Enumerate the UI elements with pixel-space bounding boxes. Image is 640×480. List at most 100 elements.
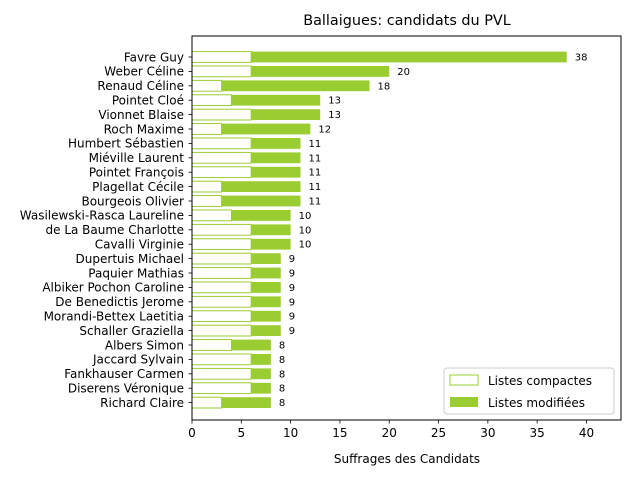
legend-label-listes-modifiees: Listes modifiées bbox=[488, 396, 585, 410]
value-label-de-benedictis-jerome: 9 bbox=[289, 297, 295, 308]
bar-modifiees-mieville-laurent bbox=[251, 152, 301, 164]
y-tick-label-roch-maxime: Roch Maxime bbox=[104, 122, 184, 136]
bar-compactes-morandi-bettex-laetitia bbox=[191, 310, 252, 323]
y-tick-label-weber-celine: Weber Céline bbox=[104, 65, 184, 79]
bar-modifiees-bourgeois-olivier bbox=[221, 195, 301, 207]
y-tick-label-bourgeois-olivier: Bourgeois Olivier bbox=[81, 194, 184, 208]
y-tick-label-albers-simon: Albers Simon bbox=[105, 338, 184, 352]
bar-compactes-fankhauser-carmen bbox=[191, 367, 252, 380]
y-tick-label-richard-claire: Richard Claire bbox=[100, 396, 184, 410]
bar-modifiees-fankhauser-carmen bbox=[251, 368, 271, 380]
value-label-de-la-baume-charlotte: 10 bbox=[299, 225, 312, 236]
y-tick-label-jaccard-sylvain: Jaccard Sylvain bbox=[92, 353, 184, 367]
bar-compactes-albiker-pochon-caroline bbox=[191, 281, 252, 294]
bar-modifiees-humbert-sebastien bbox=[251, 138, 301, 149]
y-tick-label-paquier-mathias: Paquier Mathias bbox=[88, 266, 184, 280]
plot-frame bbox=[191, 35, 622, 421]
bar-modifiees-de-benedictis-jerome bbox=[251, 296, 281, 308]
value-label-vionnet-blaise: 13 bbox=[328, 110, 341, 121]
y-tick-label-humbert-sebastien: Humbert Sébastien bbox=[68, 137, 184, 151]
bar-compactes-pointet-francois bbox=[191, 166, 252, 179]
bar-modifiees-plagellat-cecile bbox=[221, 181, 301, 192]
value-label-pointet-cloe: 13 bbox=[328, 96, 341, 107]
x-axis: 0 5 10 15 20 25 30 35 40 bbox=[188, 420, 594, 440]
x-tick-label-0: 0 bbox=[188, 426, 196, 440]
bar-compactes-vionnet-blaise bbox=[191, 108, 252, 121]
bar-modifiees-cavalli-virginie bbox=[251, 238, 291, 250]
y-tick-label-mieville-laurent: Miéville Laurent bbox=[89, 151, 185, 165]
x-tick-label-10: 10 bbox=[283, 426, 298, 440]
bar-modifiees-vionnet-blaise bbox=[251, 109, 321, 120]
bar-compactes-paquier-mathias bbox=[191, 267, 252, 279]
bar-compactes-wasilewski-rasca-laureline bbox=[191, 209, 232, 222]
value-label-humbert-sebastien: 11 bbox=[308, 139, 321, 150]
legend-swatch-listes-modifiees bbox=[450, 397, 478, 407]
bar-compactes-jaccard-sylvain bbox=[191, 353, 252, 366]
bar-modifiees-morandi-bettex-laetitia bbox=[251, 310, 281, 322]
bar-compactes-richard-claire bbox=[191, 396, 223, 409]
bar-compactes-plagellat-cecile bbox=[191, 180, 223, 193]
bar-modifiees-renaud-celine bbox=[221, 80, 370, 92]
y-tick-label-de-benedictis-jerome: De Benedictis Jerome bbox=[55, 295, 184, 309]
bar-compactes-favre-guy bbox=[191, 51, 252, 63]
y-tick-label-vionnet-blaise: Vionnet Blaise bbox=[98, 108, 184, 122]
bar-compactes-weber-celine bbox=[191, 65, 252, 78]
y-tick-label-pointet-francois: Pointet François bbox=[89, 166, 184, 180]
bar-compactes-dupertuis-michael bbox=[191, 252, 252, 265]
x-tick-label-40: 40 bbox=[579, 426, 594, 440]
value-label-albers-simon: 8 bbox=[279, 341, 285, 352]
value-label-weber-celine: 20 bbox=[397, 67, 410, 78]
x-tick-label-30: 30 bbox=[480, 426, 495, 440]
bar-modifiees-jaccard-sylvain bbox=[251, 354, 271, 365]
bars-group bbox=[191, 51, 567, 409]
x-tick-label-5: 5 bbox=[237, 426, 245, 440]
y-tick-label-renaud-celine: Renaud Céline bbox=[97, 79, 184, 93]
bar-compactes-de-benedictis-jerome bbox=[191, 295, 252, 308]
x-axis-label: Suffrages des Candidats bbox=[334, 452, 480, 466]
value-label-paquier-mathias: 9 bbox=[289, 269, 295, 280]
y-tick-label-pointet-cloe: Pointet Cloé bbox=[112, 94, 184, 108]
x-tick-label-20: 20 bbox=[382, 426, 397, 440]
chart-title: Ballaigues: candidats du PVL bbox=[303, 13, 511, 29]
bar-compactes-pointet-cloe bbox=[191, 94, 232, 107]
bar-modifiees-favre-guy bbox=[251, 51, 567, 63]
x-tick-label-35: 35 bbox=[530, 426, 545, 440]
bar-compactes-humbert-sebastien bbox=[191, 137, 252, 150]
bar-compactes-renaud-celine bbox=[191, 79, 223, 92]
y-tick-label-favre-guy: Favre Guy bbox=[124, 50, 184, 64]
value-label-richard-claire: 8 bbox=[279, 398, 285, 409]
bar-compactes-schaller-graziella bbox=[191, 324, 252, 337]
bar-modifiees-pointet-francois bbox=[251, 166, 301, 178]
bar-modifiees-albers-simon bbox=[231, 339, 271, 351]
bar-compactes-de-la-baume-charlotte bbox=[191, 223, 252, 236]
bar-compactes-cavalli-virginie bbox=[191, 238, 252, 251]
legend-label-listes-compactes: Listes compactes bbox=[488, 374, 592, 388]
bar-modifiees-richard-claire bbox=[221, 397, 271, 408]
bar-modifiees-roch-maxime bbox=[221, 123, 311, 135]
x-tick-label-25: 25 bbox=[431, 426, 446, 440]
bar-modifiees-de-la-baume-charlotte bbox=[251, 224, 291, 236]
bar-modifiees-schaller-graziella bbox=[251, 325, 281, 336]
value-label-bourgeois-olivier: 11 bbox=[308, 197, 321, 208]
value-label-favre-guy: 38 bbox=[575, 53, 588, 64]
bar-modifiees-wasilewski-rasca-laureline bbox=[231, 210, 291, 221]
value-label-renaud-celine: 18 bbox=[378, 81, 391, 92]
x-tick-label-15: 15 bbox=[332, 426, 347, 440]
value-label-jaccard-sylvain: 8 bbox=[279, 355, 285, 366]
legend: Listes compactes Listes modifiées bbox=[443, 367, 615, 415]
y-tick-label-dupertuis-michael: Dupertuis Michael bbox=[76, 252, 184, 266]
value-label-pointet-francois: 11 bbox=[308, 168, 321, 179]
y-tick-label-morandi-bettex-laetitia: Morandi-Bettex Laetitia bbox=[44, 310, 184, 324]
bar-modifiees-weber-celine bbox=[251, 66, 390, 77]
bar-compactes-mieville-laurent bbox=[191, 151, 252, 164]
value-label-plagellat-cecile: 11 bbox=[308, 182, 321, 193]
bar-modifiees-albiker-pochon-caroline bbox=[251, 282, 281, 293]
bar-modifiees-pointet-cloe bbox=[231, 94, 321, 106]
y-tick-label-plagellat-cecile: Plagellat Cécile bbox=[92, 180, 184, 194]
value-label-albiker-pochon-caroline: 9 bbox=[289, 283, 295, 294]
bar-compactes-roch-maxime bbox=[191, 123, 223, 135]
value-label-wasilewski-rasca-laureline: 10 bbox=[299, 211, 312, 222]
